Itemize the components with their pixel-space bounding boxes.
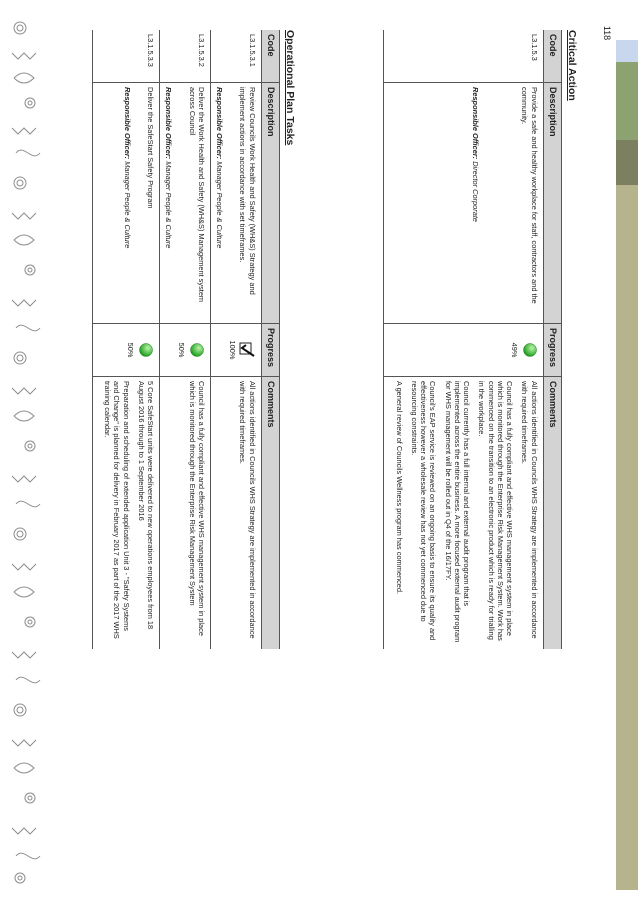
row-progress: 100% xyxy=(210,323,262,377)
responsible-officer-value: Director Corporate xyxy=(471,161,481,223)
responsible-officer-label: Responsible Officer: xyxy=(215,87,225,160)
responsible-officer-value: Manager People & Culture xyxy=(164,161,174,249)
row-description: Deliver the Work Health and Safety (WH&S… xyxy=(159,82,211,324)
row-code: L3.1.5.3.2 xyxy=(159,30,211,83)
row-comments: 5 Core SafeStart units were delivered to… xyxy=(92,376,160,649)
progress-value: 50% xyxy=(126,342,136,358)
table-row: L3.1.5.3 Provide a safe and healthy work… xyxy=(384,30,544,649)
description-text: Deliver the Work Health and Safety (WH&S… xyxy=(187,87,206,303)
side-tab-olive xyxy=(616,140,638,185)
comment-paragraph: Council's EAP service is reviewed on an … xyxy=(410,381,438,641)
comment-paragraph: All actions identified in Councils WHS S… xyxy=(238,381,257,639)
row-description: Review Councils Work Health and Safety (… xyxy=(210,82,262,324)
green-status-icon xyxy=(139,343,153,357)
table-row: L3.1.5.3.3 Deliver the SafeStart Safety … xyxy=(92,30,160,649)
header-progress: Progress xyxy=(261,323,280,377)
table-row: L3.1.5.3.1 Review Councils Work Health a… xyxy=(210,30,262,649)
header-description: Description xyxy=(261,82,280,324)
row-code: L3.1.5.3 xyxy=(384,30,544,83)
side-tab-khaki xyxy=(616,185,638,890)
responsible-officer: Responsible Officer: Manager People & Cu… xyxy=(215,87,224,319)
header-comments: Comments xyxy=(543,376,562,649)
row-progress: 49% xyxy=(384,323,544,377)
critical-action-table: Code Description Progress Comments L3.1.… xyxy=(384,30,563,649)
critical-action-title: Critical Action xyxy=(566,30,578,101)
comment-paragraph: All actions identified in Councils WHS S… xyxy=(520,381,539,639)
table-row: L3.1.5.3.2 Deliver the Work Health and S… xyxy=(159,30,211,649)
responsible-officer-label: Responsible Officer: xyxy=(471,87,481,160)
side-tab-blue xyxy=(616,40,638,62)
row-progress: 50% xyxy=(159,323,211,377)
header-code: Code xyxy=(543,30,562,83)
header-description: Description xyxy=(543,82,562,324)
comment-paragraph: Council has a fully compliant and effect… xyxy=(477,381,515,641)
description-text: Review Councils Work Health and Safety (… xyxy=(238,87,257,295)
responsible-officer-value: Manager People & Culture xyxy=(123,161,132,249)
header-progress: Progress xyxy=(543,323,562,377)
description-text: Provide a safe and healthy workplace for… xyxy=(520,87,539,304)
header-comments: Comments xyxy=(261,376,280,649)
comment-paragraph: A general review of Councils Wellness pr… xyxy=(394,381,404,595)
row-progress: 50% xyxy=(92,323,160,377)
side-tab-green xyxy=(616,62,638,140)
row-code: L3.1.5.3.1 xyxy=(210,30,262,83)
comment-paragraph: Council has a fully compliant and effect… xyxy=(187,381,206,636)
responsible-officer: Responsible Officer: Director Corporate xyxy=(471,87,480,319)
responsible-officer-label: Responsible Officer: xyxy=(164,87,174,160)
comment-paragraph: Preparation and scheduling of extended a… xyxy=(103,381,131,639)
operational-plan-title: Operational Plan Tasks xyxy=(284,30,296,146)
progress-value: 49% xyxy=(509,342,519,358)
operational-plan-table: Code Description Progress Comments L3.1.… xyxy=(92,30,280,649)
green-status-icon xyxy=(190,343,204,357)
page-number: 118 xyxy=(602,25,612,41)
rotated-page-content: Critical Action Code Description Progres… xyxy=(50,30,590,890)
comment-paragraph: 5 Core SafeStart units were delivered to… xyxy=(137,381,156,630)
decorative-pattern xyxy=(11,21,41,884)
header-code: Code xyxy=(261,30,280,83)
progress-value: 50% xyxy=(177,342,186,358)
row-description: Provide a safe and healthy workplace for… xyxy=(384,82,544,324)
row-comments: All actions identified in Councils WHS S… xyxy=(210,376,262,649)
responsible-officer: Responsible Officer: Manager People & Cu… xyxy=(164,87,174,319)
row-comments: All actions identified in Councils WHS S… xyxy=(384,376,544,649)
description-text: Deliver the SafeStart Safety Program xyxy=(146,87,156,209)
green-status-icon xyxy=(523,343,537,357)
row-code: L3.1.5.3.3 xyxy=(92,30,160,83)
responsible-officer-label: Responsible Officer: xyxy=(123,87,132,160)
responsible-officer-value: Manager People & Culture xyxy=(215,161,225,249)
comment-paragraph: Council currently has a full internal an… xyxy=(443,381,472,643)
progress-value: 100% xyxy=(227,340,237,360)
checkbox-checked-icon xyxy=(239,342,255,357)
responsible-officer: Responsible Officer: Manager People & Cu… xyxy=(123,87,132,319)
row-description: Deliver the SafeStart Safety Program Res… xyxy=(92,82,160,324)
row-comments: Council has a fully compliant and effect… xyxy=(159,376,211,649)
